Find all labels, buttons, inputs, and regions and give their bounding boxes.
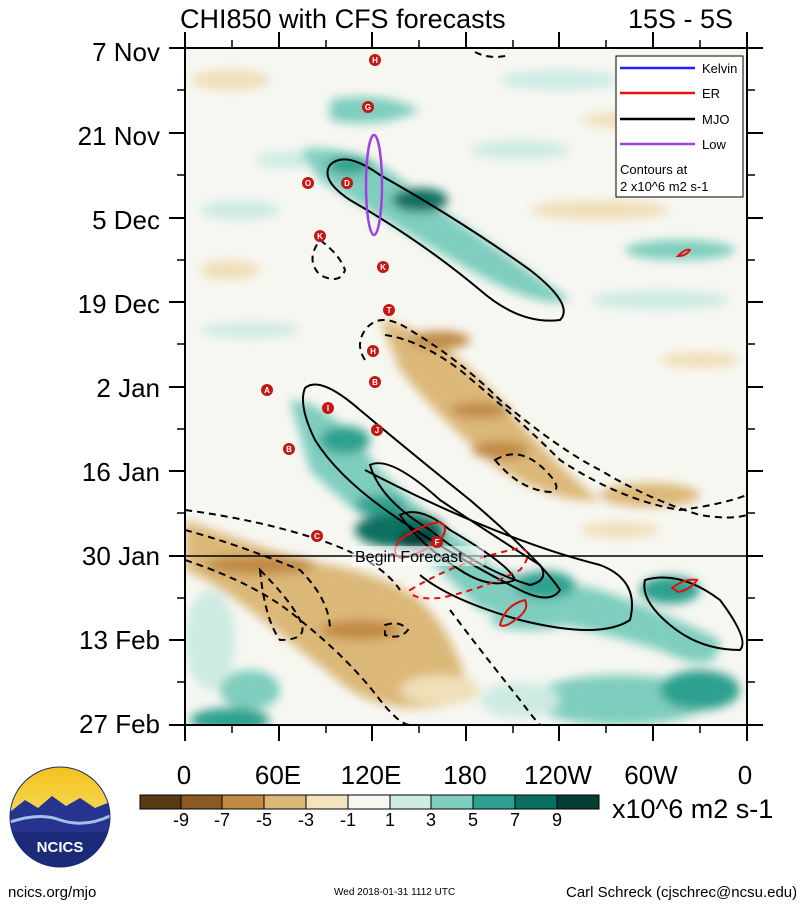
colorbar-label: -3 [297, 810, 314, 830]
colorbar-label: -1 [339, 810, 356, 830]
legend-mjo-label: MJO [702, 112, 729, 127]
storm-marker: A [261, 384, 273, 396]
x-tick-label: 0 [737, 760, 753, 790]
y-tick-label: 2 Jan [96, 373, 160, 403]
storm-marker: T [383, 304, 395, 316]
svg-text:D: D [344, 179, 350, 188]
y-tick-label: 30 Jan [81, 541, 160, 571]
legend-note-line1: Contours at [620, 162, 688, 177]
chart-title: CHI850 with CFS forecasts [180, 4, 506, 34]
forecast-label: Begin Forecast [355, 549, 463, 566]
x-tick-label: 120E [340, 760, 402, 790]
colorbar-swatch [221, 794, 265, 810]
low-contour [364, 133, 384, 237]
ncics-logo: NCICS [9, 766, 111, 868]
colorbar-swatch [139, 794, 182, 810]
colorbar-label: 3 [425, 810, 436, 830]
y-tick-label: 21 Nov [77, 121, 160, 151]
svg-text:J: J [375, 426, 379, 435]
x-tick-label: 60W [624, 760, 678, 790]
footer-url: ncics.org/mjo [8, 884, 97, 901]
logo-text: NCICS [37, 839, 84, 856]
legend-low-label: Low [702, 137, 726, 152]
svg-text:G: G [365, 103, 371, 112]
colorbar-label: 1 [384, 810, 395, 830]
storm-marker: F [431, 536, 443, 548]
dashed-contours [185, 51, 747, 725]
legend-er-label: ER [702, 86, 720, 101]
colorbar-swatch [556, 794, 600, 810]
svg-text:B: B [286, 445, 292, 454]
storm-marker: K [377, 261, 389, 273]
svg-text:O: O [305, 179, 311, 188]
colorbar-swatch [430, 794, 474, 810]
storm-marker: B [283, 443, 295, 455]
x-tick-label: 60E [254, 760, 302, 790]
colorbar-label: -5 [255, 810, 272, 830]
mjo-contours [302, 158, 744, 652]
colorbar-label: 9 [551, 810, 562, 830]
colorbar-swatch [305, 794, 349, 810]
x-tick-label: 180 [443, 760, 487, 790]
svg-text:K: K [317, 232, 323, 241]
storm-marker: C [311, 530, 323, 542]
y-tick-label: 16 Jan [81, 457, 160, 487]
storm-marker: B [369, 376, 381, 388]
tick-marks [169, 32, 763, 741]
storm-marker: G [362, 101, 374, 113]
colorbar-swatch [514, 794, 558, 810]
y-tick-label: 13 Feb [79, 625, 160, 655]
x-tick-label: 0 [176, 760, 192, 790]
colorbar-label: -7 [213, 810, 230, 830]
legend-note-line2: 2 x10^6 m2 s-1 [620, 179, 708, 194]
colorbar [139, 794, 600, 810]
storm-marker: O [302, 177, 314, 189]
svg-text:K: K [380, 263, 386, 272]
colorbar-swatch [472, 794, 516, 810]
y-tick-label: 7 Nov [92, 37, 160, 67]
svg-text:I: I [327, 404, 329, 413]
footer-timestamp: Wed 2018-01-31 1112 UTC [334, 887, 456, 898]
y-tick-label: 5 Dec [92, 205, 160, 235]
x-tick-label: 120W [524, 760, 592, 790]
storm-marker: H [369, 54, 381, 66]
region-label: 15S - 5S [628, 4, 734, 34]
y-tick-label: 27 Feb [79, 709, 160, 739]
colorbar-label: -9 [172, 810, 189, 830]
storm-marker: J [371, 424, 383, 436]
colorbar-swatch [347, 794, 391, 810]
storm-markers: H G O D K T H B A I J B C F K [261, 54, 443, 548]
colorbar-swatch [263, 794, 307, 810]
legend: Kelvin ER MJO Low Contours at 2 x10^6 m2… [615, 55, 744, 198]
colorbar-swatch [389, 794, 432, 810]
svg-text:H: H [372, 56, 378, 65]
storm-marker: I [322, 402, 334, 414]
footer-author: Carl Schreck (cjschrec@ncsu.edu) [566, 884, 798, 901]
colorbar-units: x10^6 m2 s-1 [612, 794, 774, 824]
storm-marker: D [341, 177, 353, 189]
legend-kelvin-label: Kelvin [702, 61, 737, 76]
svg-text:C: C [314, 532, 320, 541]
svg-text:B: B [372, 378, 378, 387]
colorbar-label: 5 [467, 810, 478, 830]
svg-text:F: F [435, 538, 440, 547]
y-tick-label: 19 Dec [77, 289, 160, 319]
svg-text:H: H [370, 347, 376, 356]
colorbar-swatch [180, 794, 223, 810]
storm-marker: K [314, 230, 326, 242]
storm-marker: H [367, 345, 379, 357]
svg-text:T: T [387, 306, 392, 315]
svg-text:A: A [264, 386, 270, 395]
colorbar-label: 7 [509, 810, 520, 830]
